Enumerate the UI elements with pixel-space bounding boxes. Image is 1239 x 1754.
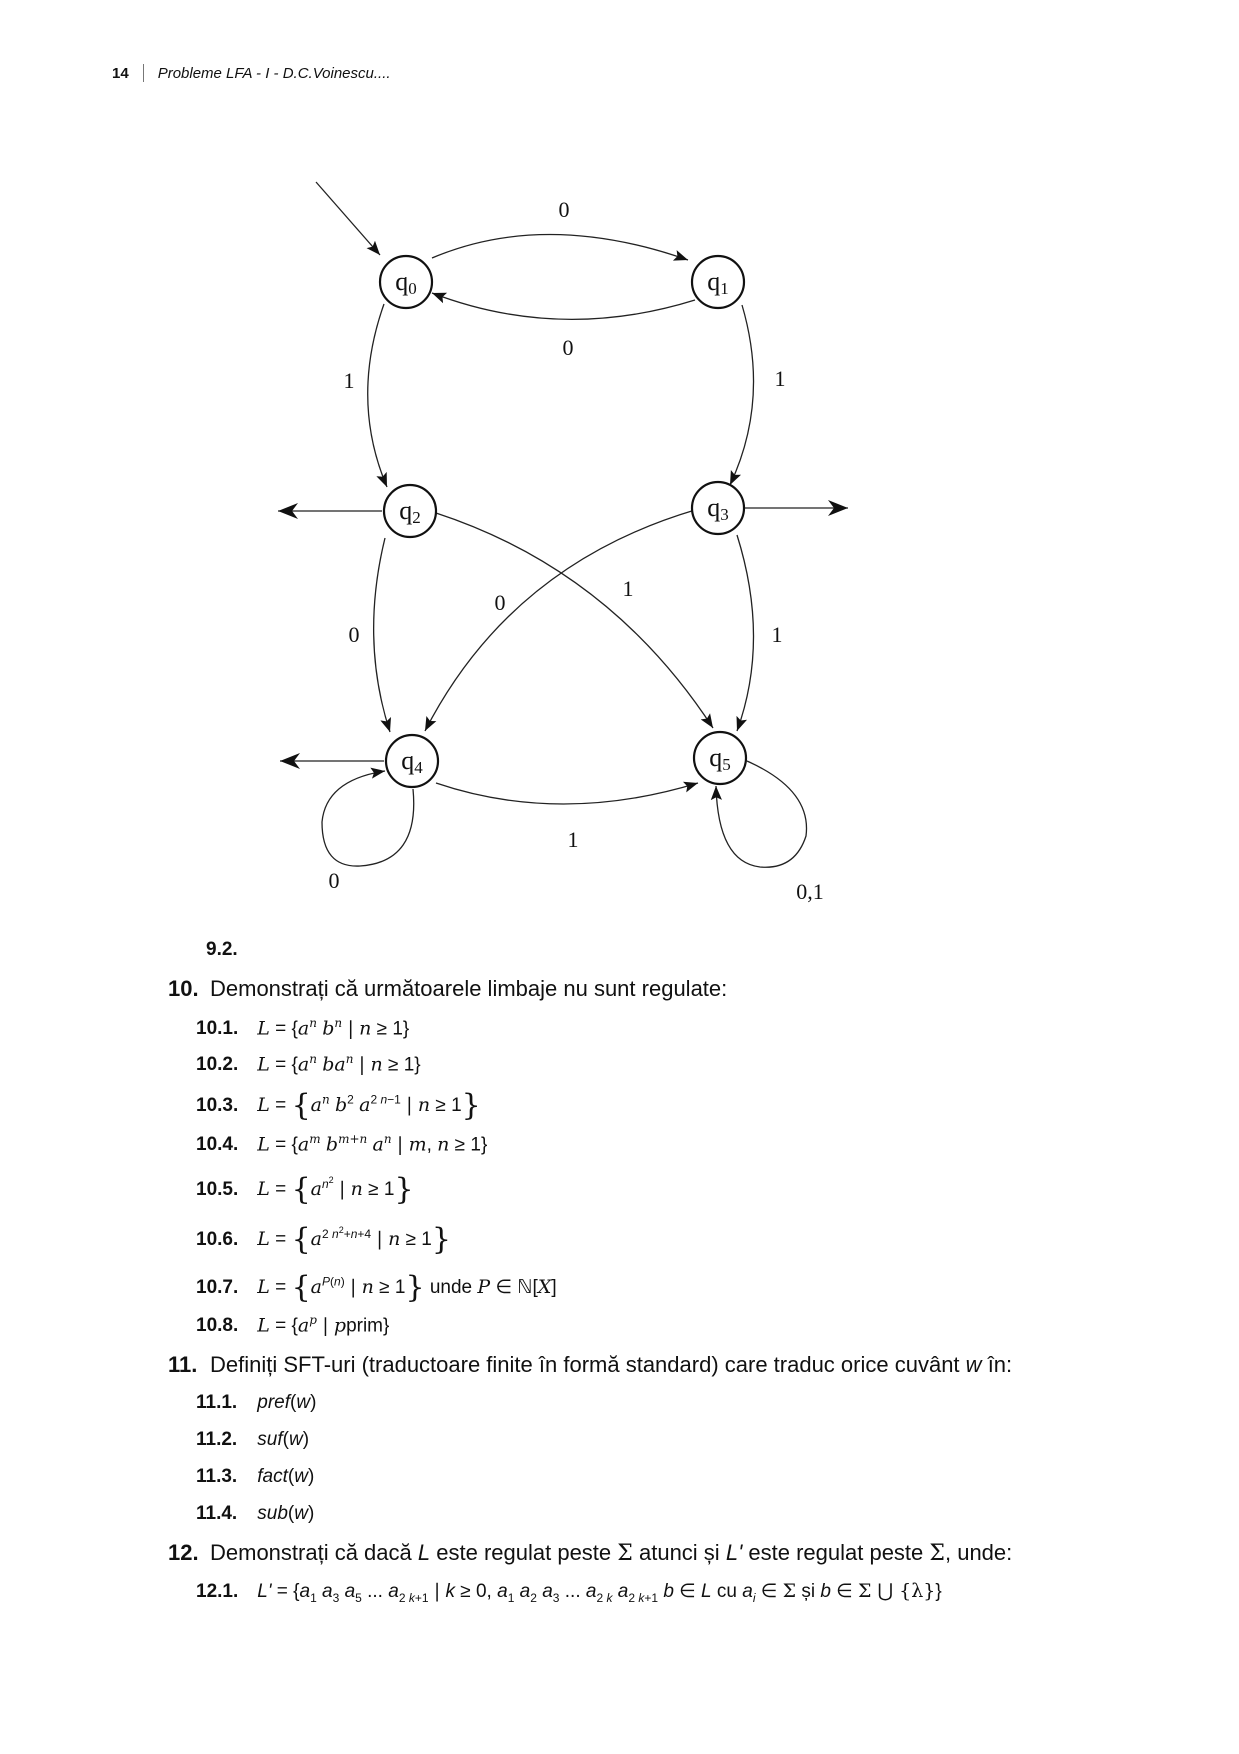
state-label-q2: q2 [399,496,421,527]
edge-q2-q4 [372,537,391,733]
item-10-1: 10.1. L = {an bn | n ≥ 1} [196,1016,410,1040]
item-10-8: 10.8. L = {ap | pprim} [196,1313,390,1337]
state-label-q5: q5 [709,743,731,774]
item-10-2: 10.2. L = {an ban | n ≥ 1} [196,1052,421,1076]
label-q2-q5: 1 [623,576,634,601]
item-11-4: 11.4. sub(w) [196,1503,315,1524]
item-10-7: 10.7. L = {aP(n) | n ≥ 1} unde P ∈ ℕ[X] [196,1270,557,1305]
state-q4 [384,733,440,789]
edge-q4-q5 [435,781,699,805]
label-q0-q2: 1 [344,368,355,393]
label-q4-q4: 0 [329,868,340,893]
label-q5-q5: 0,1 [796,879,824,904]
state-q1 [690,254,746,310]
edge-q1-q3 [729,304,755,486]
state-label-q0: q0 [395,267,417,298]
edge-q2-q5 [435,512,714,729]
header-title: Probleme LFA - I - D.C.Voinescu.... [157,64,391,82]
label-q1-q3: 1 [775,366,786,391]
page-number: 14 [112,64,129,82]
start-arrow [315,181,381,256]
state-q0 [378,254,434,310]
automaton-diagram: q0 q1 q2 q3 q4 q5 0 0 1 1 0 1 0 1 1 0 0,… [278,181,848,904]
state-q3 [690,480,746,536]
state-q5 [692,730,748,786]
edge-q5-q5 [710,760,808,868]
problem-10-text: Demonstrați că următoarele limbaje nu su… [210,976,728,1001]
problem-12: 12. Demonstrați că dacă L este regulat pe… [168,1540,1013,1566]
label-q0-q1: 0 [559,197,570,222]
label-q3-q5: 1 [772,622,783,647]
state-label-q3: q3 [707,493,729,524]
edge-q0-q2 [367,303,388,488]
edge-q0-q1 [431,233,689,261]
item-11-1: 11.1. pref(w) [196,1392,317,1413]
item-10-5: 10.5. L = {an2 | n ≥ 1} [196,1172,414,1207]
page-header: 14 Probleme LFA - I - D.C.Voinescu.... [112,64,391,82]
item-12-1: 12.1. L' = {a1 a3 a5 ... a2 k+1 | k ≥ 0,… [196,1580,942,1605]
header-divider [142,64,144,82]
problem-11: 11. Definiți SFT-uri (traductoare finite … [168,1352,1013,1377]
problem-10: 10. Demonstrați că următoarele limbaje nu… [168,976,728,1001]
state-q2 [382,483,438,539]
item-10-3: 10.3. L = {an b2 a2 n−1 | n ≥ 1} [196,1088,481,1123]
state-label-q4: q4 [401,746,423,777]
edge-q3-q4 [424,509,696,732]
state-label-q1: q1 [707,267,729,298]
edge-q4-q4 [321,767,415,867]
edge-q1-q0 [431,292,696,321]
item-11-3: 11.3. fact(w) [196,1466,315,1487]
item-10-6: 10.6. L = {a2 n2+n+4 | n ≥ 1} [196,1222,451,1257]
label-q4-q5: 1 [568,827,579,852]
item-11-2: 11.2. suf(w) [196,1429,310,1450]
label-q3-q4: 0 [495,590,506,615]
label-q2-q4: 0 [349,622,360,647]
item-9-2: 9.2. [206,939,238,960]
edge-q3-q5 [736,534,755,732]
item-10-4: 10.4. L = {am bm+n an | m, n ≥ 1} [196,1132,488,1156]
label-q1-q0: 0 [563,335,574,360]
